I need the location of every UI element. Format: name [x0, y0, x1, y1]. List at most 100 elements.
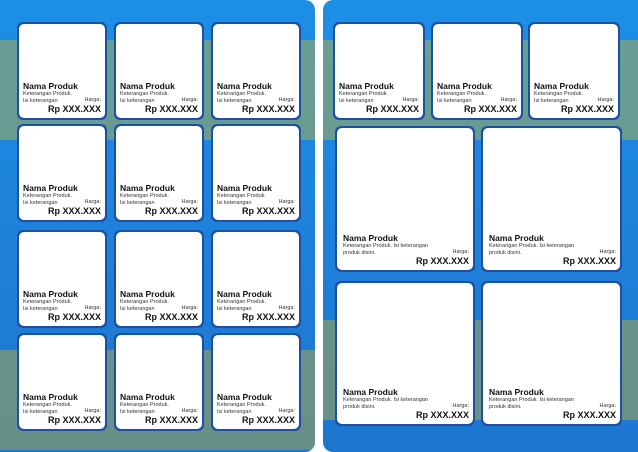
- product-description: Keterangan Produk.: [120, 299, 169, 305]
- price-label: Harga:: [452, 403, 469, 409]
- product-description: Isi keterangan: [217, 199, 252, 206]
- product-description: Keterangan Produk.: [217, 299, 266, 305]
- price-label: Harga:: [402, 97, 419, 103]
- product-price: Rp XXX.XXX: [560, 104, 614, 114]
- product-price: Rp XXX.XXX: [144, 312, 198, 322]
- product-card-body: Nama Produk Keterangan Produk. Isi keteran…: [19, 232, 105, 326]
- product-card: Nama Produk Keterangan Produk. Isi keteran…: [211, 333, 301, 431]
- product-card-body: Nama Produk Keterangan Produk. Isi keteran…: [116, 126, 202, 220]
- product-price: Rp XXX.XXX: [47, 312, 101, 322]
- product-price: Rp XXX.XXX: [415, 410, 469, 420]
- product-card-body: Nama Produk Keterangan Produk. Isi ketera…: [483, 283, 620, 424]
- price-label: Harga:: [278, 97, 295, 103]
- product-name: Nama Produk: [217, 81, 272, 91]
- price-label: Harga:: [278, 408, 295, 414]
- product-card-body: Nama Produk Keterangan Produk. Isi keteran…: [213, 335, 299, 429]
- product-description: Keterangan Produk. Isi keterangan: [489, 243, 575, 249]
- price-label: Harga:: [181, 199, 198, 205]
- product-card: Nama Produk Keterangan Produk. Isi ketera…: [481, 126, 622, 272]
- product-description: Isi keterangan: [534, 97, 569, 104]
- product-card-body: Nama Produk Keterangan Produk. Isi keteran…: [213, 24, 299, 118]
- product-description: Isi keterangan: [217, 305, 252, 312]
- product-description: Keterangan Produk.: [23, 91, 72, 97]
- product-description: Keterangan Produk. Isi keterangan: [489, 397, 575, 403]
- product-card-body: Nama Produk Keterangan Produk. Isi keteran…: [335, 24, 423, 118]
- product-description: Keterangan Produk. Isi keterangan: [343, 397, 429, 403]
- price-label: Harga:: [84, 305, 101, 311]
- product-price: Rp XXX.XXX: [463, 104, 517, 114]
- product-name: Nama Produk: [489, 233, 544, 243]
- product-description: Isi keterangan: [120, 199, 155, 206]
- product-name: Nama Produk: [217, 392, 272, 402]
- product-description: Isi keterangan: [217, 408, 252, 415]
- product-card: Nama Produk Keterangan Produk. Isi keteran…: [114, 22, 204, 120]
- product-description: Isi keterangan: [23, 305, 58, 312]
- product-card-body: Nama Produk Keterangan Produk. Isi keteran…: [433, 24, 521, 118]
- product-card-body: Nama Produk Keterangan Produk. Isi keteran…: [213, 232, 299, 326]
- product-name: Nama Produk: [23, 392, 78, 402]
- product-description: produk disini.: [489, 403, 522, 410]
- product-description: Keterangan Produk.: [339, 91, 388, 97]
- product-description: Isi keterangan: [339, 97, 374, 104]
- product-card-body: Nama Produk Keterangan Produk. Isi ketera…: [483, 128, 620, 270]
- product-card-body: Nama Produk Keterangan Produk. Isi keteran…: [116, 24, 202, 118]
- product-card: Nama Produk Keterangan Produk. Isi keteran…: [211, 230, 301, 328]
- price-label: Harga:: [181, 305, 198, 311]
- product-price: Rp XXX.XXX: [144, 415, 198, 425]
- product-description: Keterangan Produk.: [120, 402, 169, 408]
- product-price: Rp XXX.XXX: [415, 256, 469, 266]
- product-card-body: Nama Produk Keterangan Produk. Isi keteran…: [116, 232, 202, 326]
- product-card: Nama Produk Keterangan Produk. Isi keteran…: [333, 22, 425, 120]
- product-price: Rp XXX.XXX: [47, 206, 101, 216]
- product-card: Nama Produk Keterangan Produk. Isi keteran…: [114, 230, 204, 328]
- product-price: Rp XXX.XXX: [47, 415, 101, 425]
- product-description: Keterangan Produk.: [217, 402, 266, 408]
- product-price: Rp XXX.XXX: [365, 104, 419, 114]
- product-name: Nama Produk: [23, 289, 78, 299]
- product-price: Rp XXX.XXX: [241, 104, 295, 114]
- product-card-body: Nama Produk Keterangan Produk. Isi keteran…: [19, 335, 105, 429]
- product-name: Nama Produk: [120, 183, 175, 193]
- price-label: Harga:: [278, 199, 295, 205]
- product-description: Isi keterangan: [23, 97, 58, 104]
- product-description: Keterangan Produk.: [120, 193, 169, 199]
- product-name: Nama Produk: [343, 387, 398, 397]
- product-card-body: Nama Produk Keterangan Produk. Isi ketera…: [337, 128, 473, 270]
- product-card-body: Nama Produk Keterangan Produk. Isi ketera…: [337, 283, 473, 424]
- product-description: produk disini.: [489, 249, 522, 256]
- price-label: Harga:: [181, 97, 198, 103]
- product-card: Nama Produk Keterangan Produk. Isi ketera…: [335, 126, 475, 272]
- product-description: Isi keterangan: [120, 408, 155, 415]
- price-label: Harga:: [452, 249, 469, 255]
- product-price: Rp XXX.XXX: [562, 256, 616, 266]
- product-card-body: Nama Produk Keterangan Produk. Isi keteran…: [19, 126, 105, 220]
- product-card: Nama Produk Keterangan Produk. Isi keteran…: [431, 22, 523, 120]
- product-card: Nama Produk Keterangan Produk. Isi keteran…: [528, 22, 620, 120]
- product-name: Nama Produk: [437, 81, 492, 91]
- product-description: Keterangan Produk.: [217, 91, 266, 97]
- product-price: Rp XXX.XXX: [241, 312, 295, 322]
- product-name: Nama Produk: [339, 81, 394, 91]
- product-card: Nama Produk Keterangan Produk. Isi keteran…: [17, 124, 107, 222]
- product-name: Nama Produk: [120, 392, 175, 402]
- product-description: Keterangan Produk.: [23, 402, 72, 408]
- product-card: Nama Produk Keterangan Produk. Isi ketera…: [335, 281, 475, 426]
- price-label: Harga:: [599, 249, 616, 255]
- price-label: Harga:: [181, 408, 198, 414]
- price-label: Harga:: [84, 97, 101, 103]
- product-description: Keterangan Produk.: [534, 91, 583, 97]
- product-name: Nama Produk: [23, 81, 78, 91]
- product-description: produk disini.: [343, 403, 376, 410]
- product-card: Nama Produk Keterangan Produk. Isi keteran…: [211, 22, 301, 120]
- product-name: Nama Produk: [534, 81, 589, 91]
- product-description: Keterangan Produk.: [437, 91, 486, 97]
- price-label: Harga:: [84, 199, 101, 205]
- price-label: Harga:: [278, 305, 295, 311]
- product-description: Keterangan Produk.: [23, 299, 72, 305]
- page-gutter: [315, 0, 323, 452]
- product-description: Isi keterangan: [217, 97, 252, 104]
- product-price: Rp XXX.XXX: [562, 410, 616, 420]
- product-description: Isi keterangan: [120, 305, 155, 312]
- product-price: Rp XXX.XXX: [144, 206, 198, 216]
- product-card-body: Nama Produk Keterangan Produk. Isi keteran…: [116, 335, 202, 429]
